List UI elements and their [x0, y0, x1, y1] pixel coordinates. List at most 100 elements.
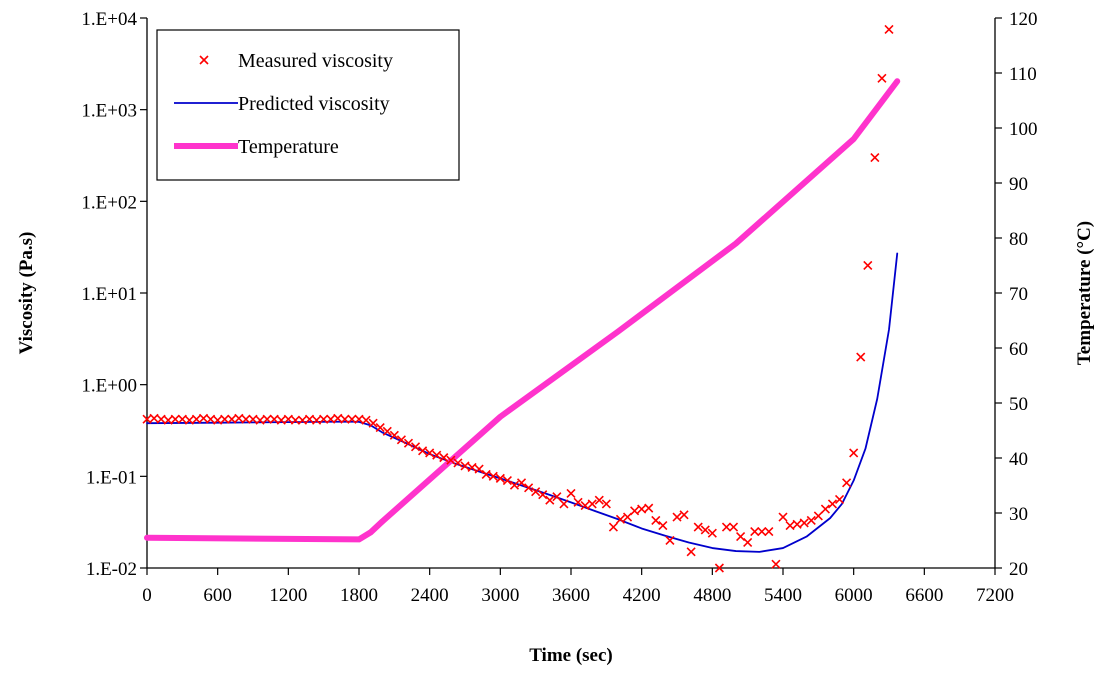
measured-viscosity-point [432, 450, 442, 460]
measured-viscosity-point [750, 526, 760, 537]
measured-viscosity-point [234, 413, 244, 423]
legend-label-temperature: Temperature [238, 136, 339, 158]
measured-viscosity-point [312, 415, 322, 425]
measured-viscosity-point [728, 522, 739, 532]
measured-viscosity-point [177, 414, 187, 424]
measured-viscosity-point [580, 500, 590, 511]
right-y-tick-label: 80 [1009, 229, 1028, 250]
measured-viscosity-point [524, 483, 534, 493]
measured-viscosity-point [679, 510, 689, 520]
right-y-tick-label: 40 [1009, 449, 1028, 470]
x-tick-label: 0 [142, 585, 152, 606]
x-tick-label: 6000 [835, 585, 873, 606]
x-tick-label: 5400 [764, 585, 802, 606]
measured-viscosity-point [615, 514, 626, 524]
measured-viscosity-point [375, 423, 385, 433]
measured-viscosity-point [502, 475, 512, 486]
measured-viscosity-point [566, 488, 576, 499]
x-tick-label: 1800 [340, 585, 378, 606]
measured-viscosity-point [877, 73, 887, 83]
measured-viscosity-point [354, 414, 364, 424]
measured-viscosity-point [856, 352, 866, 362]
x-tick-label: 2400 [411, 585, 449, 606]
measured-viscosity-point [326, 414, 336, 424]
legend-label-measured: Measured viscosity [238, 50, 393, 72]
legend-x-marker [199, 55, 209, 65]
right-y-ticks: 20 30 40 50 60 70 80 90 100 110 120 [995, 9, 1038, 580]
measured-viscosity-point [806, 515, 816, 526]
x-tick-label: 3000 [481, 585, 519, 606]
measured-viscosity-point [827, 499, 838, 509]
measured-viscosity-point [700, 525, 710, 535]
legend-item-predicted: Predicted viscosity [174, 93, 390, 115]
right-y-tick-label: 60 [1009, 339, 1028, 360]
measured-viscosity-point [764, 526, 774, 537]
measured-viscosity-point [721, 522, 732, 532]
left-y-tick-label: 1.E-02 [86, 559, 137, 580]
measured-viscosity-point [601, 499, 611, 509]
x-tick-label: 600 [203, 585, 232, 606]
measured-viscosity-point [644, 503, 654, 513]
measured-viscosity-point [191, 414, 202, 424]
left-y-tick-label: 1.E-01 [86, 467, 137, 488]
measured-viscosity-point [156, 414, 166, 424]
measured-viscosity-point [813, 511, 823, 521]
temperature-line [144, 78, 901, 543]
measured-viscosity-point [516, 478, 527, 488]
measured-viscosity-point [757, 526, 767, 537]
x-tick-label: 3600 [552, 585, 590, 606]
x-axis-title: Time (sec) [529, 645, 613, 666]
measured-viscosity-point [573, 497, 583, 507]
legend-item-measured: Measured viscosity [199, 50, 393, 72]
right-y-tick-label: 100 [1009, 119, 1038, 140]
measured-viscosity-point [304, 414, 315, 424]
measured-viscosity-point [608, 522, 618, 532]
measured-viscosity-point [799, 518, 809, 528]
measured-viscosity-point [488, 471, 498, 481]
measured-viscosity-point [389, 430, 399, 440]
measured-viscosity-point [184, 415, 194, 425]
measured-viscosity-point [707, 528, 717, 538]
measured-viscosity-point [333, 413, 343, 423]
measured-viscosity-point [509, 480, 520, 490]
measured-viscosity-point [170, 414, 180, 424]
x-tick-label: 6600 [905, 585, 943, 606]
measured-viscosity-point [863, 260, 873, 270]
right-y-tick-label: 50 [1009, 394, 1028, 415]
measured-viscosity-point [198, 413, 209, 423]
right-y-tick-label: 90 [1009, 174, 1028, 195]
measured-viscosity-point [396, 435, 406, 445]
measured-viscosity-point [276, 415, 286, 425]
measured-viscosity-point [849, 448, 859, 458]
measured-viscosity-point [340, 414, 350, 424]
series-layer [142, 24, 901, 573]
measured-viscosity-point [297, 415, 308, 425]
measured-viscosity-point [410, 442, 421, 452]
measured-viscosity-point [785, 521, 795, 531]
right-y-axis-title: Temperature (°C) [1074, 221, 1095, 365]
measured-viscosity-point [474, 464, 484, 474]
measured-viscosity-point [672, 512, 682, 522]
measured-viscosity-point [361, 415, 371, 425]
measured-viscosity-point [587, 499, 597, 509]
measured-viscosity-point [630, 506, 640, 516]
measured-viscosity-point [206, 414, 216, 424]
measured-viscosity-point [382, 426, 392, 436]
measured-viscosity-point [347, 414, 357, 424]
measured-viscosity-point [453, 458, 463, 468]
measured-viscosity-point [594, 495, 604, 505]
measured-viscosity-point [686, 547, 696, 557]
measured-viscosity-point [665, 535, 675, 545]
measured-viscosity-point [538, 490, 548, 500]
measured-viscosity-point [255, 415, 265, 425]
measured-viscosity-point [248, 414, 258, 424]
left-y-tick-label: 1.E+03 [81, 101, 137, 122]
right-y-tick-label: 120 [1009, 9, 1038, 30]
x-tick-label: 4200 [623, 585, 661, 606]
measured-viscosity-point [269, 414, 279, 424]
legend-item-temperature: Temperature [174, 136, 339, 158]
measured-viscosity-point [241, 414, 251, 424]
measured-viscosity-point [220, 414, 230, 424]
measured-viscosity-point [418, 446, 428, 456]
measured-viscosity-point [290, 415, 300, 425]
